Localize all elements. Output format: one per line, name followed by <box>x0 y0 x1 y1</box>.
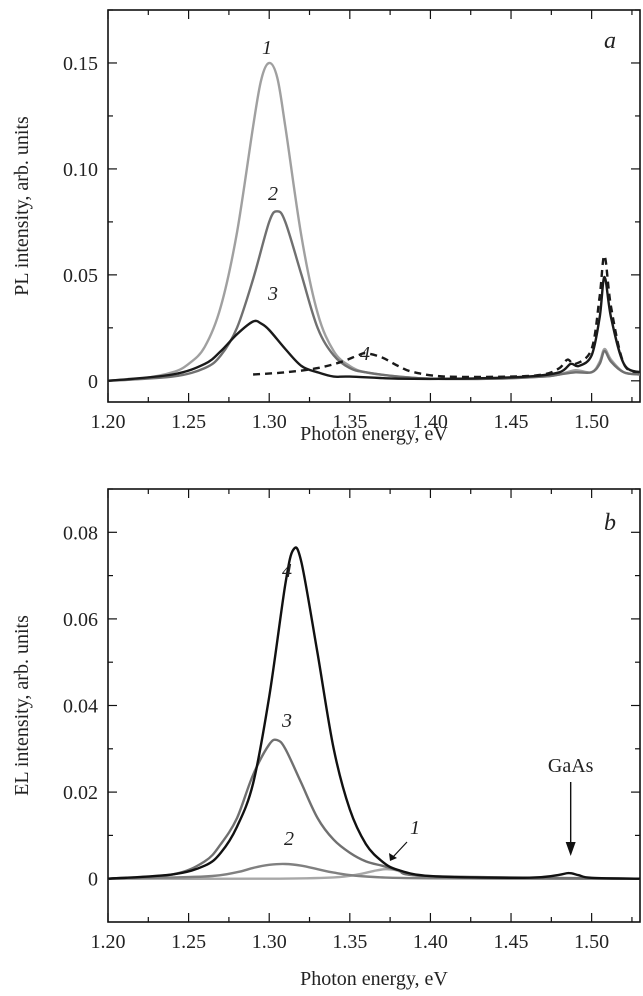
series-4-label: 4 <box>282 560 292 582</box>
series-4-line <box>108 546 640 880</box>
x-tick-label: 1.30 <box>252 931 287 953</box>
y-tick-label: 0.08 <box>63 522 98 544</box>
x-tick-label: 1.50 <box>574 411 609 433</box>
series-1-label: 1 <box>410 817 420 839</box>
gaas-annotation: GaAs <box>548 755 594 777</box>
series-2-label: 2 <box>268 183 278 205</box>
y-tick-label: 0.04 <box>63 696 98 718</box>
x-axis-title: Photon energy, eV <box>300 968 448 990</box>
y-tick-label: 0 <box>88 371 98 393</box>
x-tick-label: 1.35 <box>332 411 367 433</box>
x-tick-label: 1.45 <box>494 411 529 433</box>
y-tick-label: 0.06 <box>63 609 98 631</box>
y-tick-label: 0.05 <box>63 265 98 287</box>
x-tick-label: 1.40 <box>413 411 448 433</box>
curve-1-arrow-head <box>389 853 397 861</box>
series-1-line <box>108 61 640 382</box>
y-tick-label: 0.10 <box>63 159 98 181</box>
x-tick-label: 1.50 <box>574 931 609 953</box>
series-2-label: 2 <box>284 828 294 850</box>
series-4-label: 4 <box>360 343 370 365</box>
x-tick-label: 1.20 <box>91 931 126 953</box>
plot-frame <box>107 9 641 403</box>
series-3-line <box>108 275 640 382</box>
x-tick-label: 1.45 <box>494 931 529 953</box>
y-axis-title: PL intensity, arb. units <box>11 116 33 296</box>
panel-letter: b <box>604 510 616 536</box>
series-4-line <box>253 254 640 379</box>
series-3-label: 3 <box>267 283 278 305</box>
panel-b: 1.20 1.25 1.30 1.35 1.40 1.45 1.50 0 0.02 0.04 0.0… <box>11 488 641 990</box>
panel-a: 1.20 1.25 1.30 1.35 1.40 1.45 1.50 0 0.05 0.10 0.1… <box>11 9 641 445</box>
x-tick-label: 1.40 <box>413 931 448 953</box>
gaas-arrow-head <box>565 842 576 856</box>
x-tick-label: 1.20 <box>91 411 126 433</box>
panel-letter: a <box>604 28 616 54</box>
y-tick-label: 0.15 <box>63 53 98 75</box>
x-tick-label: 1.30 <box>252 411 287 433</box>
y-tick-label: 0.02 <box>63 782 98 804</box>
curve-1-arrow-shaft <box>392 841 408 858</box>
series-2-line <box>108 210 640 382</box>
series-1-label: 1 <box>262 37 272 59</box>
x-tick-label: 1.25 <box>171 931 206 953</box>
x-tick-label: 1.35 <box>332 931 367 953</box>
y-tick-label: 0 <box>88 869 98 891</box>
y-axis-title: EL intensity, arb. units <box>11 615 33 796</box>
series-2-line <box>108 862 640 880</box>
x-tick-label: 1.25 <box>171 411 206 433</box>
plot-frame <box>107 488 641 923</box>
series-3-label: 3 <box>281 710 292 732</box>
x-axis-title: Photon energy, eV <box>300 423 448 445</box>
